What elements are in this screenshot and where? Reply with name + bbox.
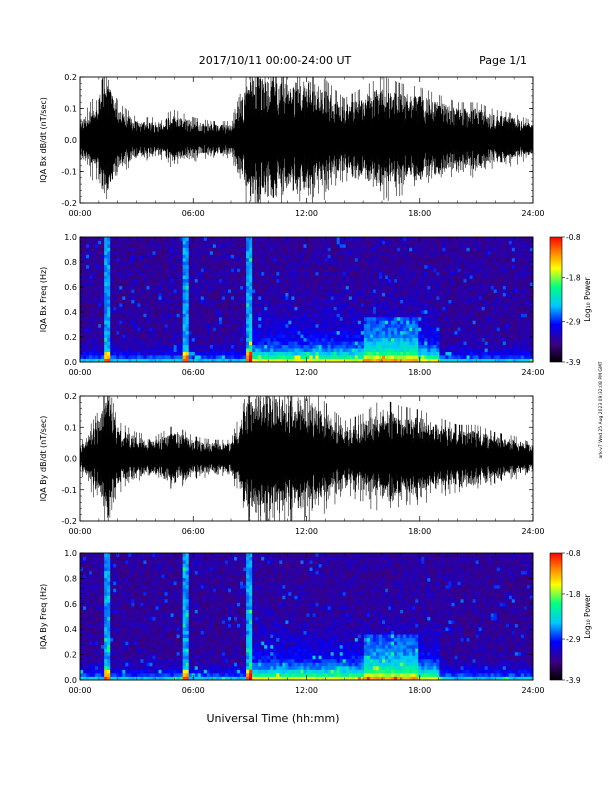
- y-tick-label: -0.2: [61, 199, 77, 208]
- x-tick-label: 12:00: [295, 686, 318, 695]
- colorbar-scale: [549, 236, 563, 363]
- x-tick-label: 24:00: [521, 527, 544, 536]
- colorbar-tick-label: -2.9: [566, 635, 581, 644]
- x-tick-label: 00:00: [68, 527, 91, 536]
- y-tick-label: 0.2: [64, 73, 77, 82]
- y-tick-label: 0.0: [64, 676, 77, 685]
- x-tick-label: 18:00: [408, 686, 431, 695]
- y-tick-label: 0.2: [64, 333, 77, 342]
- y-axis-label: IQA Bx dB/dt (nT/sec): [39, 97, 48, 183]
- panels-group: 0.20.10.0-0.1-0.200:00 06:00 12:00 18:00 24:…: [39, 73, 592, 695]
- y-tick-label: 0.8: [64, 574, 77, 583]
- x-tick-label: 06:00: [182, 686, 205, 695]
- colorbar-tick-label: -2.9: [566, 318, 581, 327]
- colorbar-tick-label: -0.8: [566, 233, 581, 242]
- x-tick-label: 18:00: [408, 209, 431, 218]
- y-tick-label: 1.0: [64, 233, 77, 242]
- x-tick-label: 06:00: [182, 368, 205, 377]
- y-tick-label: 0.6: [64, 283, 77, 292]
- x-tick-label: 12:00: [295, 527, 318, 536]
- spectrogram-image: [80, 553, 534, 681]
- x-tick-label: 06:00: [182, 527, 205, 536]
- colorbar-label: Log₁₀ Power: [583, 276, 592, 321]
- colorbar-tick-label: -3.9: [566, 358, 581, 367]
- colorbar: -0.8 -1.8 -2.9 -3.9 Log₁₀ Power: [549, 549, 592, 685]
- x-tick-label: 00:00: [68, 368, 91, 377]
- colorbar-tick-label: -1.8: [566, 590, 581, 599]
- y-tick-label: 1.0: [64, 549, 77, 558]
- x-tick-label: 24:00: [521, 209, 544, 218]
- y-tick-label: 0.0: [64, 358, 77, 367]
- colorbar-label: Log₁₀ Power: [583, 593, 592, 638]
- panel-4: -0.8 -1.8 -2.9 -3.9 Log₁₀ Power 1.0 0.8 0.6 0.4 0…: [39, 549, 592, 695]
- colorbar-tick-label: -1.8: [566, 273, 581, 282]
- panel-1: 0.2 0.1 0.0 -0.1 -0.200:00 06:00 12:00 18:00 24:…: [39, 73, 545, 218]
- y-axis-label: IQA By Freq (Hz): [39, 584, 48, 650]
- x-tick-label: 06:00: [182, 209, 205, 218]
- y-tick-label: 0.0: [64, 455, 77, 464]
- y-tick-label: 0.0: [64, 136, 77, 145]
- panel-2: -0.8 -1.8 -2.9 -3.9 Log₁₀ Power 1.0 0.8 0.6 0.4 0…: [39, 233, 592, 377]
- x-tick-label: 24:00: [521, 686, 544, 695]
- y-tick-label: 0.4: [64, 308, 77, 317]
- x-tick-label: 00:00: [68, 209, 91, 218]
- y-tick-label: 0.1: [64, 423, 77, 432]
- x-tick-label: 12:00: [295, 368, 318, 377]
- y-tick-label: 0.8: [64, 258, 77, 267]
- x-axis-title: Universal Time (hh:mm): [207, 712, 340, 725]
- colorbar-tick-label: -0.8: [566, 549, 581, 558]
- y-tick-label: -0.2: [61, 517, 77, 526]
- y-tick-label: 0.4: [64, 625, 77, 634]
- x-tick-label: 24:00: [521, 368, 544, 377]
- y-tick-label: -0.1: [61, 168, 77, 177]
- spectrogram-image: [80, 237, 534, 363]
- header-date-range: 2017/10/11 00:00-24:00 UT: [199, 54, 352, 67]
- colorbar-tick-label: -3.9: [566, 676, 581, 685]
- y-tick-label: -0.1: [61, 486, 77, 495]
- x-tick-label: 18:00: [408, 527, 431, 536]
- y-tick-label: 0.6: [64, 600, 77, 609]
- header-page: Page 1/1: [479, 54, 527, 67]
- x-tick-label: 18:00: [408, 368, 431, 377]
- colorbar-scale: [549, 552, 563, 681]
- y-tick-label: 0.2: [64, 651, 77, 660]
- x-tick-label: 00:00: [68, 686, 91, 695]
- y-axis-label: IQA By dB/dt (nT/sec): [39, 416, 48, 502]
- colorbar: -0.8 -1.8 -2.9 -3.9 Log₁₀ Power: [549, 233, 592, 367]
- x-tick-label: 12:00: [295, 209, 318, 218]
- side-stamp: ark-v7 Wed 25 Aug 2023 09:32:08 PM GMT: [598, 361, 604, 458]
- y-tick-label: 0.2: [64, 392, 77, 401]
- y-tick-label: 0.1: [64, 105, 77, 114]
- panel-3: 0.2 0.1 0.0 -0.1 -0.200:00 06:00 12:00 18:00 24:…: [39, 392, 545, 536]
- y-axis-label: IQA Bx Freq (Hz): [39, 267, 48, 333]
